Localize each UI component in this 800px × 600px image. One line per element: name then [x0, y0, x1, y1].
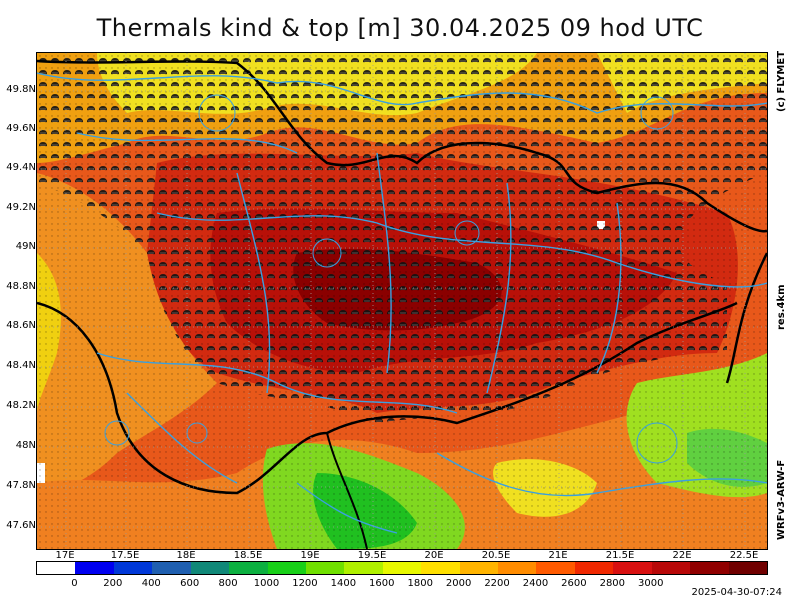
colorbar-swatch [536, 562, 575, 574]
lon-label: 19E [300, 550, 320, 561]
lat-label: 49.6N [6, 123, 36, 134]
lat-label: 48.2N [6, 400, 36, 411]
lat-label: 49.8N [6, 84, 36, 95]
colorbar-label: 800 [218, 578, 238, 589]
colorbar-swatch [152, 562, 191, 574]
thermal-map [36, 52, 768, 550]
lon-label: 17E [55, 550, 75, 561]
colorbar-swatch [305, 562, 345, 574]
colorbar-swatch [75, 562, 114, 574]
lat-label: 49.4N [6, 162, 36, 173]
lat-label: 49N [15, 241, 36, 252]
resolution-label: res.4km [776, 284, 787, 331]
colorbar-label: 400 [141, 578, 161, 589]
colorbar-swatch [690, 562, 729, 574]
copyright-label: (c) FLYMET [776, 50, 787, 112]
colorbar-swatch [267, 562, 306, 574]
model-label: WRFv3-ARW-F [776, 459, 787, 540]
colorbar-swatch [421, 562, 460, 574]
lat-label: 48.6N [6, 320, 36, 331]
colorbar-swatch [459, 562, 499, 574]
colorbar-swatch [651, 562, 691, 574]
colorbar-swatch [113, 562, 153, 574]
colorbar-swatch [613, 562, 652, 574]
colorbar-swatch [37, 562, 76, 574]
colorbar-label: 200 [103, 578, 123, 589]
colorbar-swatch [574, 562, 614, 574]
colorbar-label: 1200 [292, 578, 318, 589]
colorbar-label: 3000 [638, 578, 664, 589]
lat-label: 47.6N [6, 520, 36, 531]
colorbar-label: 2000 [445, 578, 472, 589]
thermal-map-canvas [37, 53, 767, 549]
colorbar-label: 1600 [369, 578, 395, 589]
lat-label: 48.4N [6, 360, 36, 371]
colorbar-label: 1400 [330, 578, 357, 589]
map-title: Thermals kind & top [m] 30.04.2025 09 ho… [96, 14, 704, 42]
lon-label: 20.5E [481, 550, 511, 561]
colorbar-label: 600 [180, 578, 200, 589]
colorbar-label: 1800 [407, 578, 433, 589]
lon-label: 22E [672, 550, 692, 561]
lon-label: 22.5E [729, 550, 759, 561]
colorbar [36, 561, 768, 575]
colorbar-label: 1000 [253, 578, 280, 589]
lon-label: 20E [424, 550, 444, 561]
colorbar-label: 0 [71, 578, 78, 589]
lat-label: 48.8N [6, 281, 36, 292]
colorbar-swatch [344, 562, 383, 574]
lon-label: 17.5E [110, 550, 140, 561]
colorbar-swatch [728, 562, 768, 574]
lat-label: 48N [15, 440, 36, 451]
lon-label: 18E [176, 550, 196, 561]
lat-label: 49.2N [6, 202, 36, 213]
lon-label: 19.5E [357, 550, 387, 561]
lon-label: 21.5E [605, 550, 635, 561]
lon-label: 21E [548, 550, 568, 561]
timestamp: 2025-04-30-07:24 [691, 587, 782, 598]
colorbar-swatch [190, 562, 230, 574]
colorbar-label: 2800 [599, 578, 626, 589]
colorbar-swatch [498, 562, 537, 574]
colorbar-swatch [229, 562, 268, 574]
lon-label: 18.5E [233, 550, 263, 561]
colorbar-label: 2200 [484, 578, 510, 589]
lat-label: 47.8N [6, 480, 36, 491]
colorbar-label: 2400 [522, 578, 549, 589]
colorbar-label: 2600 [561, 578, 587, 589]
colorbar-swatch [382, 562, 422, 574]
